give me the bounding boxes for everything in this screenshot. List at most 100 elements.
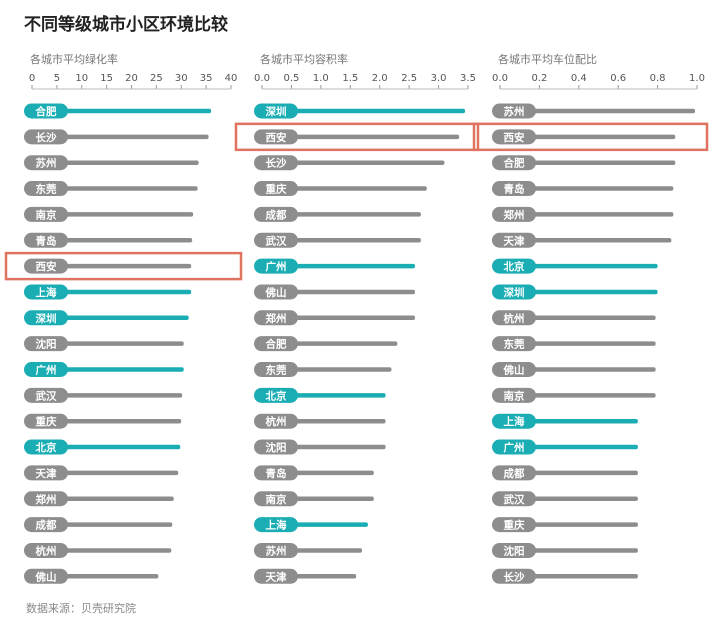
bar: [532, 238, 672, 243]
category-pill: [492, 439, 536, 455]
category-label: 上海: [266, 519, 287, 532]
bar: [64, 263, 192, 269]
category-pill: [24, 232, 68, 248]
bar: [294, 496, 374, 501]
tick-label: 20: [125, 73, 138, 84]
bar: [532, 186, 674, 191]
category-pill: [24, 413, 68, 429]
category-pill: [24, 181, 68, 197]
tick-label: 2.5: [401, 73, 417, 84]
tick-label: 0: [29, 73, 35, 84]
bar: [532, 367, 656, 372]
bar: [64, 522, 173, 527]
category-pill: [24, 336, 68, 352]
category-pill: [24, 542, 68, 558]
category-label: 南京: [504, 389, 525, 402]
category-pill: [254, 103, 298, 119]
category-label: 深圳: [266, 105, 287, 118]
tick-label: 10: [75, 73, 88, 84]
category-label: 佛山: [503, 364, 525, 377]
tick-label: 30: [175, 73, 188, 84]
bar: [64, 418, 182, 424]
panel-title-0: 各城市平均绿化率: [30, 52, 118, 66]
category-label: 青岛: [266, 467, 287, 480]
category-label: 佛山: [35, 570, 57, 583]
category-pill: [254, 336, 298, 352]
bar: [532, 108, 696, 114]
category-pill: [492, 413, 536, 429]
tick-label: 3.5: [460, 73, 476, 84]
bar: [532, 341, 656, 346]
category-pill: [492, 103, 536, 119]
category-pill: [492, 336, 536, 352]
category-pill: [24, 517, 68, 533]
category-pill: [492, 542, 536, 558]
tick-label: 0.2: [531, 73, 547, 84]
bar: [532, 263, 658, 269]
tick-label: 35: [200, 73, 213, 84]
category-pill: [254, 232, 298, 248]
tick-label: 5: [54, 73, 60, 84]
bar: [294, 341, 398, 346]
bar: [532, 444, 638, 450]
tick-label: 1.0: [689, 73, 705, 84]
bar: [294, 289, 416, 295]
bar: [64, 367, 184, 372]
bar: [532, 496, 638, 501]
bar: [64, 238, 193, 243]
category-label: 合肥: [265, 338, 287, 351]
category-pill: [24, 362, 68, 377]
category-label: 西安: [504, 131, 525, 144]
category-pill: [492, 284, 536, 300]
category-pill: [24, 103, 68, 119]
category-pill: [254, 258, 298, 274]
bar: [64, 574, 159, 579]
category-label: 长沙: [266, 157, 287, 170]
bar: [64, 548, 172, 553]
category-label: 苏州: [504, 105, 525, 118]
bar: [64, 108, 212, 114]
tick-label: 40: [225, 73, 238, 84]
bar: [64, 289, 192, 295]
category-label: 南京: [266, 493, 287, 506]
highlight-box: [234, 122, 480, 152]
category-pill: [254, 155, 298, 171]
category-pill: [254, 413, 298, 429]
bar: [294, 160, 445, 165]
category-label: 北京: [504, 260, 525, 273]
bar: [64, 444, 181, 450]
category-pill: [492, 310, 536, 326]
bar: [532, 522, 638, 527]
category-pill: [254, 465, 298, 481]
bar: [64, 186, 198, 191]
category-label: 沈阳: [36, 338, 57, 351]
category-label: 重庆: [504, 519, 525, 532]
category-pill: [24, 310, 68, 326]
category-label: 广州: [504, 441, 525, 454]
tick-label: 15: [100, 73, 113, 84]
category-pill: [492, 491, 536, 507]
category-pill: [24, 129, 68, 145]
tick-label: 0.5: [283, 73, 299, 84]
category-label: 武汉: [36, 389, 57, 402]
bar: [64, 134, 209, 140]
category-label: 长沙: [504, 570, 525, 583]
category-pill: [24, 465, 68, 481]
category-pill: [492, 387, 536, 403]
bar: [294, 418, 386, 424]
highlight-box: [472, 122, 709, 152]
bar: [294, 186, 427, 191]
category-label: 上海: [504, 415, 525, 428]
bar: [532, 393, 656, 398]
category-pill: [24, 387, 68, 403]
bar: [532, 212, 674, 217]
category-label: 沈阳: [504, 544, 525, 557]
category-label: 郑州: [504, 208, 525, 221]
bar: [532, 315, 656, 321]
bar: [64, 315, 189, 321]
tick-label: 1.0: [313, 73, 329, 84]
bar: [294, 393, 386, 398]
category-label: 杭州: [504, 312, 525, 325]
category-label: 重庆: [36, 415, 57, 428]
